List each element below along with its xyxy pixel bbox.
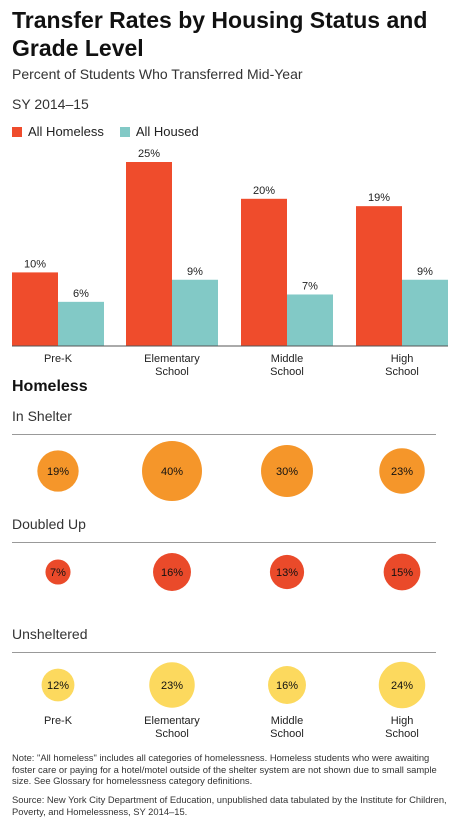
bubble-unsheltered [378, 661, 426, 709]
bar-value-label: 9% [187, 266, 203, 278]
bubble-value-label: 16% [276, 680, 298, 692]
bubble-value-label: 23% [161, 680, 183, 692]
divider [12, 652, 436, 653]
category-label: High [391, 715, 414, 727]
bubble-in-shelter [379, 448, 425, 494]
bubble-value-label: 15% [391, 567, 413, 579]
legend-swatch-housed [119, 126, 130, 137]
bubble-doubled-up [153, 553, 191, 591]
bubble-in-shelter [142, 441, 202, 501]
category-label: School [155, 366, 189, 378]
bubble-in-shelter [37, 450, 79, 492]
bubble-unsheltered [268, 666, 306, 704]
bar-value-label: 9% [417, 266, 433, 278]
bubble-doubled-up [383, 553, 421, 591]
legend: All Homeless All Housed [12, 124, 215, 139]
category-label: School [270, 366, 304, 378]
legend-label-housed: All Housed [135, 124, 199, 139]
bar-housed [172, 279, 218, 346]
legend-item-housed: All Housed [119, 124, 199, 139]
category-label: Middle [271, 353, 303, 365]
chart-subtitle: Percent of Students Who Transferred Mid-… [12, 66, 303, 82]
category-label: School [385, 366, 419, 378]
bar-homeless [126, 162, 172, 346]
legend-item-homeless: All Homeless [12, 124, 104, 139]
bubble-unsheltered [41, 668, 75, 702]
bar-value-label: 20% [253, 185, 275, 197]
bar-housed [402, 279, 448, 346]
bar-homeless [12, 272, 58, 346]
bubble-value-label: 24% [391, 680, 413, 692]
bubble-value-label: 40% [161, 466, 183, 478]
bubble-unsheltered [149, 662, 195, 708]
bubble-value-label: 19% [47, 466, 69, 478]
bar-value-label: 10% [24, 258, 46, 270]
bubble-value-label: 13% [276, 567, 298, 579]
category-label: School [270, 728, 304, 740]
bar-homeless [241, 198, 287, 346]
bar-housed [58, 301, 104, 346]
category-label: High [391, 353, 414, 365]
school-year: SY 2014–15 [12, 96, 89, 112]
source-note: Source: New York City Department of Educ… [12, 794, 447, 817]
bubble-in-shelter [261, 445, 313, 497]
chart-title: Transfer Rates by Housing Status and Gra… [12, 7, 428, 61]
bar-chart: 10%6%Pre-K25%9%ElementarySchool20%7%Midd… [12, 148, 448, 378]
category-label: School [155, 728, 189, 740]
bubble-value-label: 16% [161, 567, 183, 579]
bubble-value-label: 12% [47, 680, 69, 692]
bubble-doubled-up [45, 559, 71, 585]
bar-value-label: 19% [368, 192, 390, 204]
divider [12, 542, 436, 543]
bubble-value-label: 23% [391, 466, 413, 478]
group-title-unsheltered: Unsheltered [12, 626, 88, 642]
bubble-value-label: 7% [50, 567, 66, 579]
footnote: Note: "All homeless" includes all catego… [12, 752, 437, 786]
legend-swatch-homeless [12, 126, 22, 137]
bar-value-label: 25% [138, 148, 160, 160]
bar-homeless [356, 206, 402, 346]
category-label: School [385, 728, 419, 740]
bar-value-label: 7% [302, 280, 318, 292]
category-label: Pre-K [44, 353, 73, 365]
group-title-doubled-up: Doubled Up [12, 516, 86, 532]
bar-value-label: 6% [73, 288, 89, 300]
bubble-doubled-up [269, 554, 305, 590]
category-label: Pre-K [44, 715, 73, 727]
category-label: Middle [271, 715, 303, 727]
divider [12, 434, 436, 435]
category-label: Elementary [144, 715, 200, 727]
group-title-in-shelter: In Shelter [12, 408, 72, 424]
bubble-value-label: 30% [276, 466, 298, 478]
legend-label-homeless: All Homeless [28, 124, 104, 139]
bar-housed [287, 294, 333, 346]
section-heading-homeless: Homeless [12, 378, 88, 395]
category-label: Elementary [144, 353, 200, 365]
